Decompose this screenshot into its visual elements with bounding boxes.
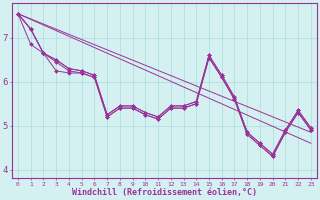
X-axis label: Windchill (Refroidissement éolien,°C): Windchill (Refroidissement éolien,°C) bbox=[72, 188, 257, 197]
